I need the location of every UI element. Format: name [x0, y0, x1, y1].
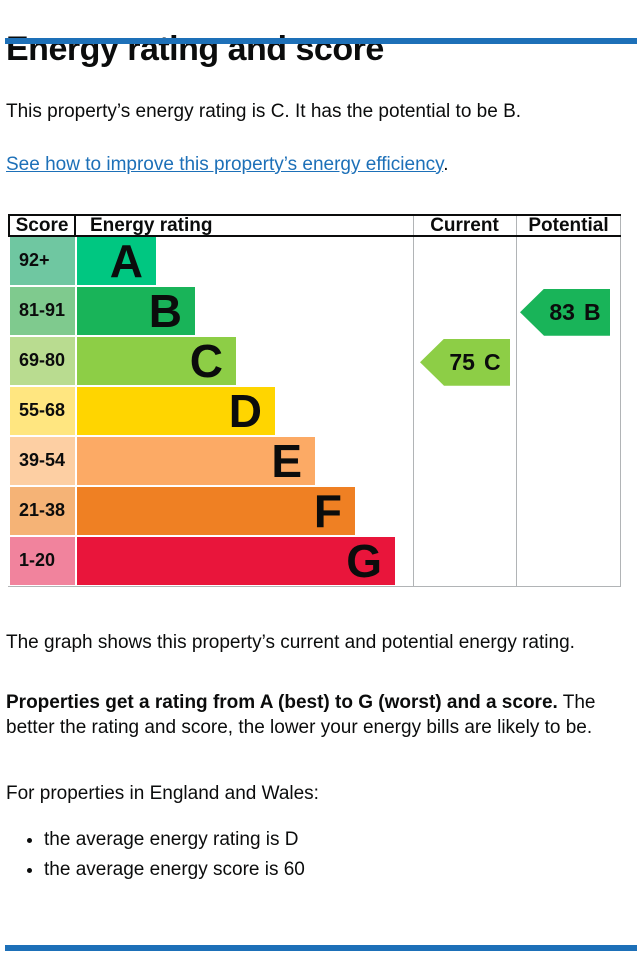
region-intro: For properties in England and Wales: — [6, 782, 319, 804]
band-bar-g: G — [77, 534, 395, 587]
chart-right-border — [620, 213, 621, 586]
top-divider — [5, 38, 637, 44]
improve-link-line: See how to improve this property’s energ… — [6, 154, 631, 176]
band-letter: A — [109, 234, 143, 287]
rating-explanation: Properties get a rating from A (best) to… — [6, 690, 628, 740]
band-rows: 92+ A 81-91 B 69-80 C 55-68 D 39-54 E 21… — [8, 234, 621, 587]
band-row-b: 81-91 B — [8, 284, 621, 337]
energy-rating-chart: Score Energy rating Current Potential 92… — [8, 213, 621, 587]
band-bar-c: C — [77, 334, 236, 387]
band-letter: F — [313, 484, 342, 537]
band-score-range: 81-91 — [10, 286, 75, 335]
graph-caption: The graph shows this property’s current … — [6, 631, 575, 653]
band-row-d: 55-68 D — [8, 384, 621, 437]
link-period: . — [443, 153, 449, 175]
intro-text: This property’s energy rating is C. It h… — [6, 100, 522, 122]
average-score-item: the average energy score is 60 — [44, 857, 637, 882]
band-letter: G — [346, 534, 382, 587]
current-score: 75 — [449, 348, 475, 375]
band-score-range: 69-80 — [10, 336, 75, 385]
chart-header-row: Score Energy rating Current Potential — [8, 213, 621, 237]
band-row-g: 1-20 G — [8, 534, 621, 587]
energy-rating-column-header: Energy rating — [90, 214, 213, 236]
bottom-divider — [5, 945, 637, 951]
band-score-range: 92+ — [10, 236, 75, 285]
band-score-range: 1-20 — [10, 536, 75, 585]
potential-column-header: Potential — [528, 214, 609, 236]
score-column-header: Score — [8, 215, 76, 235]
band-letter: E — [271, 434, 302, 487]
band-bar-d: D — [77, 384, 275, 437]
improve-efficiency-link[interactable]: See how to improve this property’s energ… — [6, 153, 444, 175]
current-band: C — [483, 348, 501, 375]
band-row-a: 92+ A — [8, 234, 621, 287]
current-column-divider — [413, 213, 414, 586]
band-score-range: 21-38 — [10, 486, 75, 535]
band-score-range: 55-68 — [10, 386, 75, 435]
potential-column-divider — [516, 213, 517, 586]
potential-score: 83 — [549, 298, 575, 325]
averages-list: the average energy rating is D the avera… — [44, 827, 637, 882]
band-letter: D — [228, 384, 262, 437]
band-bar-a: A — [77, 234, 156, 287]
band-row-f: 21-38 F — [8, 484, 621, 537]
band-row-c: 69-80 C — [8, 334, 621, 387]
page-title: Energy rating and score — [6, 30, 384, 68]
average-rating-item: the average energy rating is D — [44, 827, 637, 852]
band-letter: B — [148, 284, 182, 337]
current-column-header: Current — [430, 214, 499, 236]
band-letter: C — [189, 334, 223, 387]
band-row-e: 39-54 E — [8, 434, 621, 487]
band-bar-f: F — [77, 484, 355, 537]
band-bar-e: E — [77, 434, 315, 487]
rating-explanation-rest: The better the rating and score, the low… — [6, 691, 596, 738]
band-score-range: 39-54 — [10, 436, 75, 485]
rating-explanation-bold: Properties get a rating from A (best) to… — [6, 691, 558, 713]
band-bar-b: B — [77, 284, 195, 337]
potential-band: B — [583, 298, 601, 325]
